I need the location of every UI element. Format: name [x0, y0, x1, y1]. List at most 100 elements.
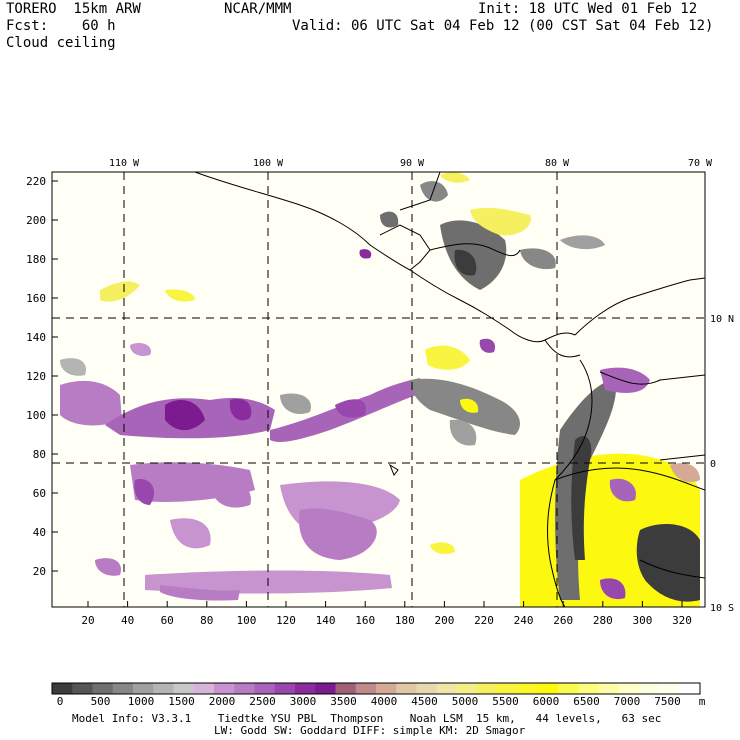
model-info: Model Info: V3.3.1 Tiedtke YSU PBL Thomp…: [72, 712, 662, 725]
org-label: NCAR/MMM: [224, 1, 292, 17]
colorbar-swatch: [436, 683, 458, 694]
colorbar-unit: m: [699, 695, 706, 708]
cloud-patch: [335, 399, 366, 418]
longitude-labels: 110 W 100 W 90 W 80 W 70 W: [109, 158, 713, 169]
colorbar-swatch: [295, 683, 316, 694]
valid-time: Valid: 06 UTC Sat 04 Feb 12 (00 CST Sat …: [292, 18, 714, 34]
coastlines: [194, 172, 705, 607]
field-name: Cloud ceiling: [6, 35, 116, 51]
cloud-patch: [670, 463, 700, 483]
cloud-patch: [430, 542, 455, 554]
x-tick-label: 320: [672, 614, 692, 627]
x-tick-label: 280: [593, 614, 613, 627]
colorbar-swatch: [376, 683, 397, 694]
colorbar-swatch: [517, 683, 539, 694]
colorbar-swatch: [497, 683, 519, 694]
cloud-patch: [454, 249, 477, 276]
colorbar-swatch: [659, 683, 681, 694]
colorbar-swatch: [355, 683, 377, 694]
colorbar-label: 5000: [452, 695, 479, 708]
x-tick-label: 180: [395, 614, 415, 627]
colorbar-swatch: [112, 683, 134, 694]
longitude-label: 100 W: [253, 158, 284, 169]
colorbar-swatch: [274, 683, 296, 694]
colorbar-label: 2000: [209, 695, 236, 708]
longitude-label: 80 W: [545, 158, 570, 169]
cloud-patch: [95, 558, 121, 576]
x-tick-label: 40: [121, 614, 134, 627]
y-tick-label: 40: [33, 526, 46, 539]
colorbar-label: 1000: [128, 695, 155, 708]
cloud-patch: [100, 281, 140, 302]
latitude-labels: 10 N 0 10 S: [710, 314, 734, 614]
colorbar-swatch: [457, 683, 478, 694]
latitude-label: 10 S: [710, 603, 734, 614]
longitude-label: 70 W: [688, 158, 713, 169]
y-tick-label: 60: [33, 487, 46, 500]
cloud-patch: [210, 479, 251, 508]
colorbar-label: 4500: [411, 695, 438, 708]
colorbar-label: 7000: [614, 695, 641, 708]
colorbar-swatch: [538, 683, 559, 694]
colorbar-swatch: [133, 683, 154, 694]
colorbar-swatch: [679, 683, 701, 694]
cloud-patch: [440, 172, 470, 183]
x-tick-label: 160: [355, 614, 375, 627]
x-tick-label: 100: [236, 614, 256, 627]
init-time: Init: 18 UTC Wed 01 Feb 12: [478, 1, 698, 17]
colorbar-label: 4000: [371, 695, 398, 708]
colorbar: 0 500 1000 1500 2000 2500 3000 3500 4000 4500 5000…: [51, 682, 706, 708]
colorbar-label: 1500: [168, 695, 195, 708]
x-tick-label: 220: [474, 614, 494, 627]
x-axis-ticks: 20 40 60 80 100 120 140 160 180 200 220 240 260 280 30…: [81, 601, 692, 627]
x-tick-label: 140: [316, 614, 336, 627]
cloud-patch: [165, 400, 205, 431]
physics-info: LW: Godd SW: Goddard DIFF: simple KM: 2D…: [214, 724, 526, 737]
colorbar-swatch: [619, 683, 640, 694]
cloud-patch: [299, 508, 377, 560]
y-tick-label: 180: [26, 253, 46, 266]
cloud-patch: [420, 181, 448, 202]
cloud-patch: [609, 478, 636, 502]
colorbar-swatch: [396, 683, 417, 694]
colorbar-label: 3500: [330, 695, 357, 708]
plot-frame: [51, 171, 706, 608]
y-tick-label: 220: [26, 175, 46, 188]
cloud-patch: [600, 578, 626, 600]
cloud-patch: [479, 338, 496, 353]
model-title: TORERO 15km ARW: [6, 1, 141, 17]
y-tick-label: 120: [26, 370, 46, 383]
colorbar-label: 2500: [249, 695, 276, 708]
latitude-label: 10 N: [710, 314, 734, 325]
cloud-patch: [280, 393, 311, 415]
y-tick-label: 20: [33, 565, 46, 578]
x-tick-label: 20: [81, 614, 94, 627]
colorbar-label: 3000: [290, 695, 317, 708]
cloud-patch: [440, 220, 507, 290]
forecast-hour: Fcst: 60 h: [6, 18, 116, 34]
colorbar-swatch: [598, 683, 620, 694]
colorbar-frame: [51, 682, 701, 695]
cloud-patch: [165, 289, 195, 302]
y-tick-label: 80: [33, 448, 46, 461]
cloud-patch: [170, 518, 211, 549]
cloud-patch: [229, 398, 252, 421]
colorbar-swatch: [315, 683, 336, 694]
colorbar-swatch: [234, 683, 255, 694]
colorbar-label: 6000: [533, 695, 560, 708]
colorbar-swatch: [254, 683, 276, 694]
cloud-patch: [380, 211, 399, 228]
x-tick-label: 200: [434, 614, 454, 627]
x-tick-label: 300: [632, 614, 652, 627]
cloud-patch: [560, 235, 605, 250]
cloud-patch: [130, 343, 151, 356]
colorbar-label: 0: [57, 695, 64, 708]
longitude-label: 110 W: [109, 158, 140, 169]
colorbar-swatch: [214, 683, 235, 694]
y-tick-label: 100: [26, 409, 46, 422]
colorbar-label: 500: [91, 695, 111, 708]
cloud-patch: [520, 248, 556, 270]
cloud-patch: [636, 524, 700, 602]
x-tick-label: 120: [276, 614, 296, 627]
